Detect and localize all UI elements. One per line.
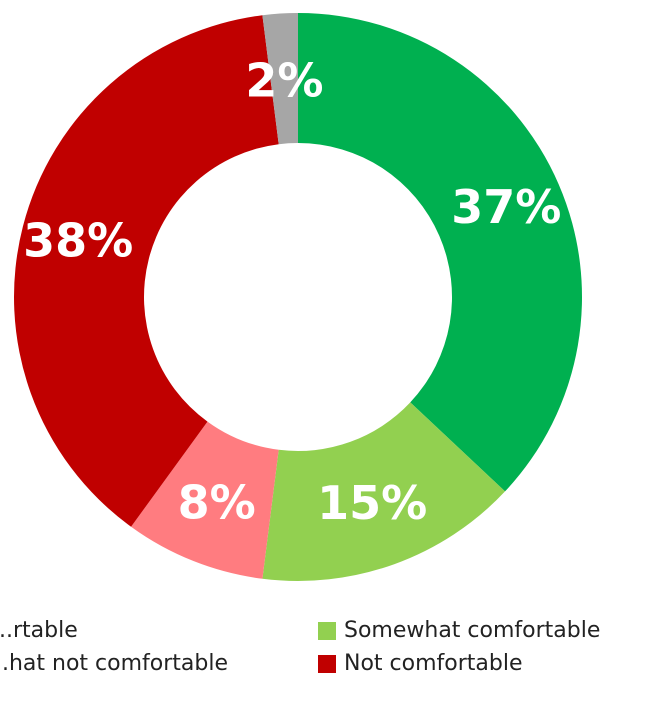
legend-label: Not comfortable	[344, 651, 523, 676]
value-label-very-comfortable: 37%	[451, 180, 561, 234]
value-label-not-comfortable: 38%	[23, 214, 133, 268]
slice-somewhat-comfortable	[262, 402, 506, 581]
legend-entry-very-comfortable: ...rtable	[0, 618, 78, 644]
slice-very-comfortable	[298, 13, 582, 492]
value-label-somewhat-not-comfortable: 8%	[178, 475, 256, 529]
slice-unsure	[262, 13, 298, 145]
legend-entry-somewhat-comfortable: Somewhat comfortable	[318, 618, 600, 644]
legend-swatch	[318, 622, 336, 640]
legend-label: ...rtable	[0, 618, 78, 643]
value-label-somewhat-comfortable: 15%	[317, 476, 427, 530]
slice-somewhat-not-comfortable	[131, 421, 279, 579]
legend-label: ...hat not comfortable	[0, 651, 229, 676]
value-label-unsure: 2%	[245, 53, 323, 107]
legend-label: Somewhat comfortable	[344, 618, 601, 643]
slice-not-comfortable	[13, 15, 279, 527]
legend-swatch	[318, 655, 336, 673]
legend-entry-not-comfortable: Not comfortable	[318, 651, 523, 677]
legend-entry-somewhat-not-comfortable: ...hat not comfortable	[0, 651, 228, 677]
donut-value-labels: 37% 15% 8% 38% 2%	[23, 53, 561, 530]
donut-slices	[13, 13, 582, 581]
